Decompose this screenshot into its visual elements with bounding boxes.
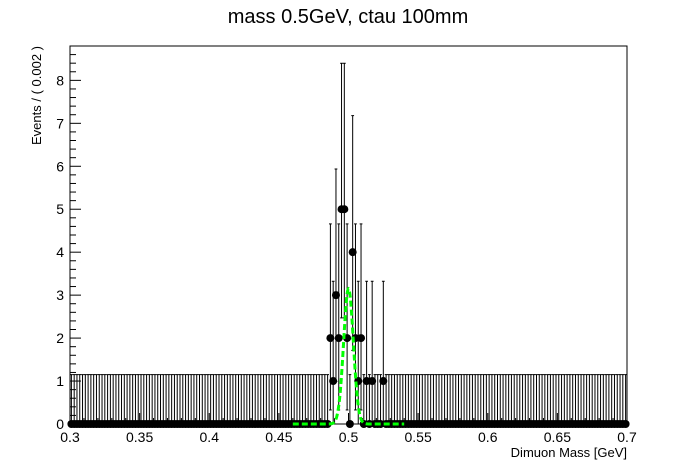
data-point [362, 377, 371, 386]
y-axis-tick-labels: 0 1 2 3 4 5 6 7 8 [56, 72, 64, 432]
data-points [67, 205, 630, 428]
data-point [340, 205, 349, 214]
data-point [368, 377, 377, 386]
chart-title: mass 0.5GeV, ctau 100mm [228, 6, 469, 28]
data-point [348, 248, 357, 257]
y-tick-label: 4 [56, 244, 64, 260]
x-tick-label: 0.4 [200, 429, 220, 445]
y-tick-label: 1 [56, 373, 64, 389]
x-tick-label: 0.55 [405, 429, 432, 445]
data-point [379, 377, 388, 386]
x-tick-label: 0.5 [339, 429, 359, 445]
fit-curve-group [292, 286, 405, 426]
data-point [357, 334, 366, 343]
x-tick-label: 0.7 [617, 429, 637, 445]
y-axis-title: Events / ( 0.002 ) [29, 46, 44, 145]
data-point [334, 334, 343, 343]
data-point [345, 420, 354, 428]
y-tick-label: 6 [56, 158, 64, 174]
fit-curve [292, 286, 405, 426]
y-tick-label: 2 [56, 330, 64, 346]
y-tick-label: 5 [56, 201, 64, 217]
data-point [329, 377, 338, 386]
x-tick-label: 0.6 [478, 429, 498, 445]
x-tick-label: 0.65 [544, 429, 571, 445]
x-axis-tick-labels: 0.3 0.35 0.4 0.45 0.5 0.55 0.6 0.65 0.7 [60, 429, 637, 445]
data-point [326, 334, 335, 343]
plot-frame [69, 45, 628, 425]
y-tick-label: 0 [56, 416, 64, 432]
x-tick-label: 0.35 [126, 429, 153, 445]
data-point [621, 420, 630, 428]
error-bars [70, 62, 627, 425]
data-point [323, 420, 332, 428]
x-axis-title: Dimuon Mass [GeV] [511, 445, 627, 460]
x-tick-label: 0.3 [60, 429, 80, 445]
y-tick-label: 7 [56, 115, 64, 131]
y-tick-label: 8 [56, 72, 64, 88]
x-tick-label: 0.45 [265, 429, 292, 445]
y-tick-label: 3 [56, 287, 64, 303]
y-axis-ticks [70, 45, 81, 425]
data-point [331, 291, 340, 300]
